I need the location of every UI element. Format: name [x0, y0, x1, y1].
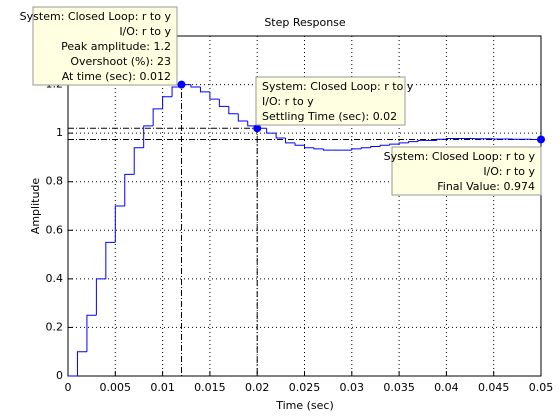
- x-tick-label: 0.045: [478, 381, 510, 394]
- step-segment: [76, 351, 87, 376]
- step-segment: [124, 173, 135, 206]
- step-segment: [304, 145, 314, 149]
- step-segment: [133, 147, 144, 175]
- marker: [177, 80, 186, 89]
- step-segment: [322, 148, 333, 151]
- step-segment: [209, 91, 220, 100]
- x-tick-label: 0.005: [100, 381, 132, 394]
- axes-box: [67, 35, 542, 377]
- annotation-text: Settling Time (sec): 0.02: [262, 110, 397, 123]
- step-segment: [199, 87, 210, 93]
- step-segment: [285, 138, 296, 144]
- step-segment: [95, 278, 106, 316]
- annotation-text: System: Closed Loop: r to y: [262, 80, 414, 93]
- step-segment: [389, 143, 400, 146]
- step-segment: [237, 113, 248, 122]
- x-tick-label: 0.05: [529, 381, 554, 394]
- y-tick-label: 0.8: [46, 175, 64, 188]
- step-segment: [398, 142, 409, 145]
- x-tick-label: 0.035: [383, 381, 415, 394]
- y-tick-label: 0.6: [46, 223, 64, 236]
- annotation-text: Overshoot (%): 23: [70, 55, 171, 68]
- x-tick-label: 0.015: [194, 381, 226, 394]
- step-segment: [417, 139, 428, 142]
- step-segment: [218, 99, 229, 107]
- step-segment: [351, 148, 362, 151]
- y-tick-label: 1: [56, 126, 63, 139]
- y-tick-label: 0: [56, 369, 63, 382]
- step-segment: [294, 142, 305, 146]
- annotation-text: System: Closed Loop: r to y: [384, 150, 536, 163]
- chart-title: Step Response: [264, 16, 346, 29]
- marker: [253, 124, 262, 133]
- step-segment: [228, 106, 239, 115]
- x-axis-label: Time (sec): [275, 399, 334, 412]
- step-segment: [360, 147, 371, 149]
- step-segment: [436, 138, 447, 141]
- x-tick-label: 0.02: [245, 381, 270, 394]
- x-tick-label: 0.025: [289, 381, 321, 394]
- annotation-box: [32, 6, 178, 86]
- y-tick-label: 0.4: [46, 272, 64, 285]
- step-segment: [275, 133, 286, 139]
- annotation-box: [255, 76, 406, 126]
- x-tick-label: 0: [65, 381, 72, 394]
- step-segment: [379, 144, 390, 147]
- annotation-box: [391, 146, 542, 196]
- annotation-text: Final Value: 0.974: [437, 180, 535, 193]
- step-segment: [143, 125, 154, 148]
- step-segment: [152, 108, 163, 126]
- step-segment: [370, 146, 381, 148]
- step-segment: [313, 147, 324, 150]
- annotation-text: I/O: r to y: [483, 165, 535, 178]
- step-segment: [86, 314, 97, 352]
- annotation-text: At time (sec): 0.012: [62, 70, 171, 83]
- step-segment: [105, 241, 116, 279]
- y-axis-label: Amplitude: [29, 178, 42, 235]
- x-tick-label: 0.04: [434, 381, 459, 394]
- annotation-text: System: Closed Loop: r to y: [20, 10, 172, 23]
- step-segment: [266, 128, 277, 134]
- step-segment: [445, 137, 456, 140]
- x-tick-label: 0.01: [150, 381, 175, 394]
- step-segment: [114, 205, 125, 243]
- step-segment: [408, 141, 419, 143]
- step-segment: [190, 84, 201, 88]
- annotation-text: I/O: r to y: [119, 25, 171, 38]
- step-segment: [162, 96, 173, 109]
- annotation-text: I/O: r to y: [262, 95, 314, 108]
- annotation-text: Peak amplitude: 1.2: [61, 40, 171, 53]
- marker: [537, 135, 545, 144]
- x-tick-label: 0.03: [340, 381, 365, 394]
- y-tick-label: 0.2: [46, 320, 64, 333]
